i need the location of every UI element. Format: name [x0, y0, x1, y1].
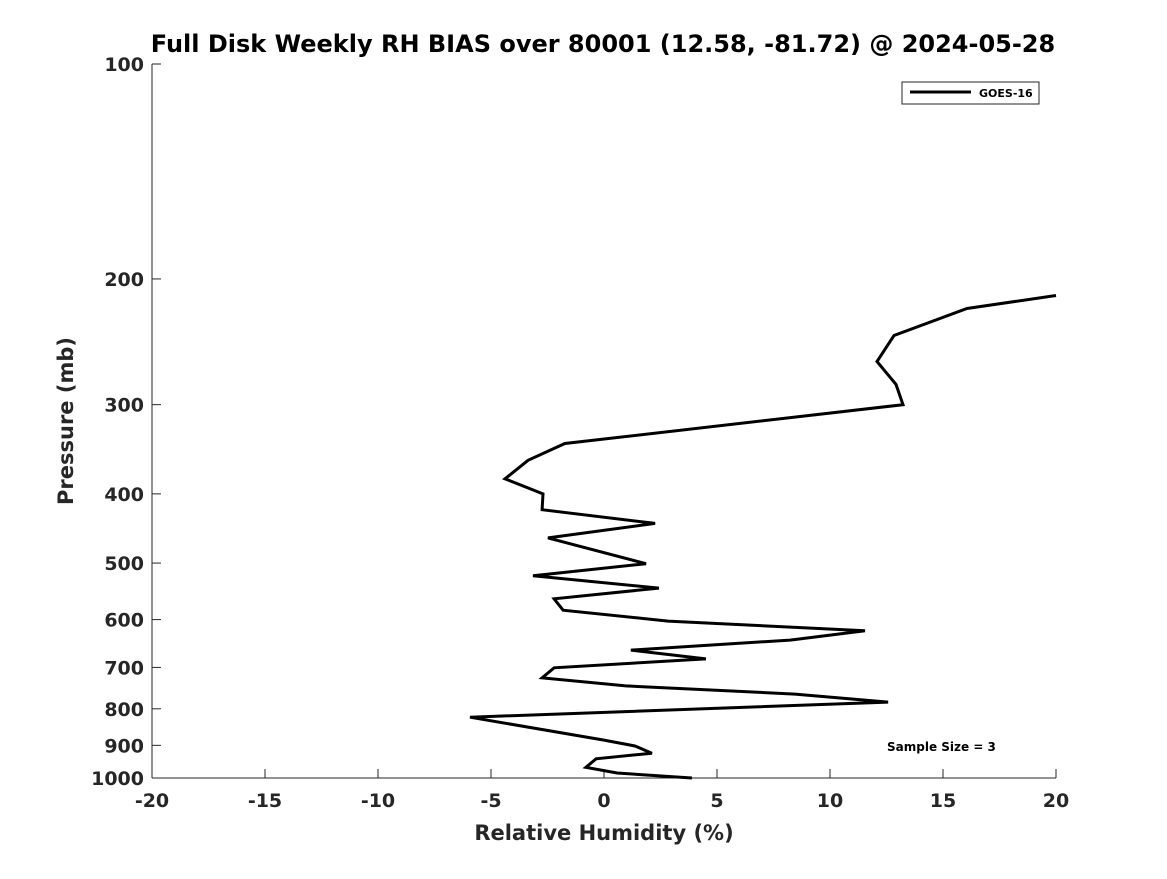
axes [151, 64, 1056, 779]
x-tick-label: 15 [930, 790, 956, 812]
x-tick-label: 5 [710, 790, 723, 812]
y-axis-label: Pressure (mb) [54, 337, 78, 505]
y-tick-label: 300 [104, 395, 144, 417]
sample-size-annotation: Sample Size = 3 [887, 740, 996, 754]
y-tick-label: 600 [104, 610, 144, 632]
x-tick-label: 0 [597, 790, 610, 812]
y-tick-label: 900 [104, 735, 144, 757]
y-tick-label: 200 [104, 269, 144, 291]
legend-label: GOES-16 [979, 87, 1033, 100]
x-tick-label: 10 [817, 790, 843, 812]
x-axis-label: Relative Humidity (%) [474, 821, 733, 845]
x-tick-label: -20 [135, 790, 169, 812]
x-tick-label: -15 [248, 790, 282, 812]
x-tick-label: 20 [1043, 790, 1069, 812]
x-tick-label: -10 [361, 790, 395, 812]
chart-title: Full Disk Weekly RH BIAS over 80001 (12.… [151, 30, 1055, 58]
series-line-goes-16 [469, 294, 1057, 780]
x-tick-label: -5 [480, 790, 501, 812]
y-tick-label: 100 [104, 54, 144, 76]
ticks: -20 -15 -10 -5 0 5 10 15 20 100 200 300 400 500 600 700… [91, 54, 1069, 812]
y-tick-label: 800 [104, 699, 144, 721]
y-tick-label: 500 [104, 553, 144, 575]
y-tick-label: 1000 [91, 768, 144, 790]
legend: GOES-16 [901, 81, 1040, 105]
y-tick-label: 700 [104, 657, 144, 679]
y-tick-label: 400 [104, 484, 144, 506]
